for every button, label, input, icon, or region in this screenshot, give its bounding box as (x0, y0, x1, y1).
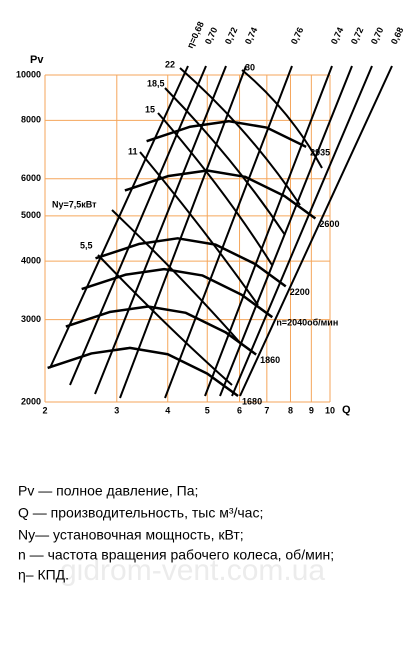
eff-label: 0,70 (203, 26, 219, 46)
legend-note: n — частота вращения рабочего колеса, об… (18, 547, 334, 563)
power-line (97, 254, 233, 386)
legend-note: Ny— установочная мощность, кВт; (18, 527, 244, 543)
speed-label: n=2040об/мин (276, 318, 338, 328)
eff-label: 0,68 (389, 26, 405, 46)
legend-note: Q — производительность, тыс м³/час; (18, 505, 263, 521)
eff-label: 0,70 (369, 26, 385, 46)
power-label: 18,5 (147, 78, 165, 88)
x-tick-label: 5 (205, 405, 210, 415)
speed-curve (47, 346, 239, 398)
power-label: 15 (145, 104, 155, 114)
power-label: 11 (128, 146, 138, 156)
grid (44, 74, 331, 403)
curves (47, 119, 317, 398)
speed-label: 2600 (319, 219, 339, 229)
x-tick-label: 4 (165, 405, 170, 415)
y-tick-label: 6000 (21, 173, 41, 183)
speed-curve (124, 169, 317, 220)
eff-label: 0,74 (243, 26, 259, 46)
x-tick-label: 6 (237, 405, 242, 415)
power-line (157, 112, 273, 266)
x-tick-label: 9 (309, 405, 314, 415)
power-line (164, 87, 286, 236)
eff-label: η=0,68 (185, 20, 206, 50)
speed-label: 1860 (260, 355, 280, 365)
eff-label: 0,72 (223, 26, 239, 46)
y-tick-label: 4000 (21, 256, 41, 266)
speed-curve (95, 237, 287, 288)
y-axis-label: Pv (30, 54, 44, 66)
eff-label: 0,76 (289, 26, 305, 46)
legend-note: η– КПД. (18, 567, 69, 583)
speed-label: 2935 (310, 147, 330, 157)
y-tick-label: 3000 (21, 314, 41, 324)
y-tick-label: 8000 (21, 115, 41, 125)
x-axis-label: Q (342, 404, 351, 416)
efficiency-lines (49, 65, 393, 399)
y-tick-label: 2000 (21, 396, 41, 406)
y-tick-label: 5000 (21, 210, 41, 220)
eff-line (219, 65, 353, 397)
eff-label: 0,72 (349, 26, 365, 46)
watermark: gidrom-vent.com.ua (60, 554, 325, 587)
power-label: 22 (165, 59, 175, 69)
eff-line (239, 65, 393, 397)
speed-label: 2200 (290, 287, 310, 297)
power-line (241, 69, 323, 169)
power-label: 30 (245, 62, 255, 72)
eff-line (69, 65, 207, 386)
x-tick-label: 10 (325, 405, 335, 415)
power-label: 5,5 (80, 240, 93, 250)
power-lines (97, 67, 323, 386)
eff-line (94, 65, 227, 395)
y-tick-label: 10000 (16, 69, 41, 79)
eff-line (204, 65, 333, 397)
power-line (179, 67, 301, 206)
eff-line (231, 65, 373, 397)
speed-curve (81, 267, 274, 319)
power-label: Ny=7,5кВт (52, 199, 97, 209)
speed-label: 1680 (242, 396, 262, 406)
x-tick-label: 7 (264, 405, 269, 415)
power-line (111, 209, 243, 346)
x-tick-label: 8 (288, 405, 293, 415)
speed-curve (65, 305, 257, 356)
legend-note: Pv — полное давление, Па; (18, 483, 198, 499)
eff-label: 0,74 (329, 26, 345, 46)
speed-curve (146, 119, 307, 149)
x-tick-label: 3 (114, 405, 119, 415)
power-line (139, 151, 259, 306)
x-tick-label: 2 (42, 405, 47, 415)
